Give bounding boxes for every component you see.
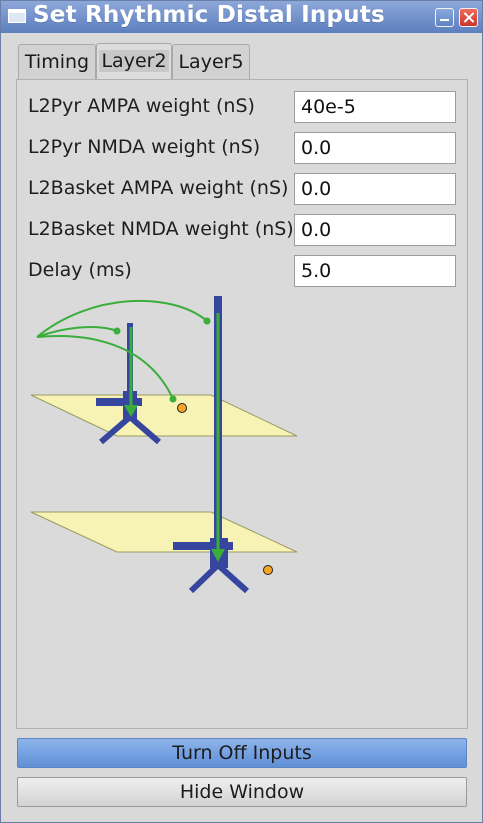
delay-label: Delay (ms) (28, 259, 132, 281)
hide-window-button[interactable]: Hide Window (17, 777, 467, 807)
l2-basket-cell (177, 403, 187, 413)
l2pyr-nmda-input[interactable] (294, 132, 456, 164)
l2basket-ampa-label: L2Basket AMPA weight (nS) (28, 177, 289, 199)
delay-input[interactable] (294, 255, 456, 287)
l2basket-ampa-input[interactable] (294, 173, 456, 205)
l2basket-nmda-input[interactable] (294, 214, 456, 246)
tab-label: Layer2 (99, 50, 169, 72)
input-dot (169, 395, 177, 403)
l2-input-arrow (124, 327, 138, 417)
layer2-plane (30, 394, 298, 437)
input-dot (203, 317, 211, 325)
tab-timing[interactable]: Timing (18, 44, 96, 79)
title-bar[interactable]: Set Rhythmic Distal Inputs (1, 1, 482, 33)
close-icon[interactable] (459, 8, 478, 27)
distal-input-curves (36, 299, 208, 400)
l2pyr-ampa-label: L2Pyr AMPA weight (nS) (28, 95, 255, 117)
turn-off-inputs-button[interactable]: Turn Off Inputs (17, 738, 467, 768)
l2pyr-nmda-label: L2Pyr NMDA weight (nS) (28, 136, 261, 158)
tab-layer5[interactable]: Layer5 (172, 44, 250, 79)
l5-basket-cell (263, 565, 273, 575)
l2pyr-ampa-input[interactable] (294, 91, 456, 123)
tab-label: Timing (24, 51, 90, 73)
window-title: Set Rhythmic Distal Inputs (33, 2, 385, 28)
layer5-plane (30, 511, 298, 553)
input-dot (113, 327, 121, 335)
tab-layer2[interactable]: Layer2 (96, 43, 172, 80)
window-icon (8, 9, 26, 23)
tab-label: Layer5 (178, 51, 244, 73)
minimize-icon[interactable] (435, 8, 454, 27)
network-diagram (30, 296, 298, 594)
l5-input-arrow (211, 313, 225, 562)
l2basket-nmda-label: L2Basket NMDA weight (nS) (28, 218, 294, 240)
